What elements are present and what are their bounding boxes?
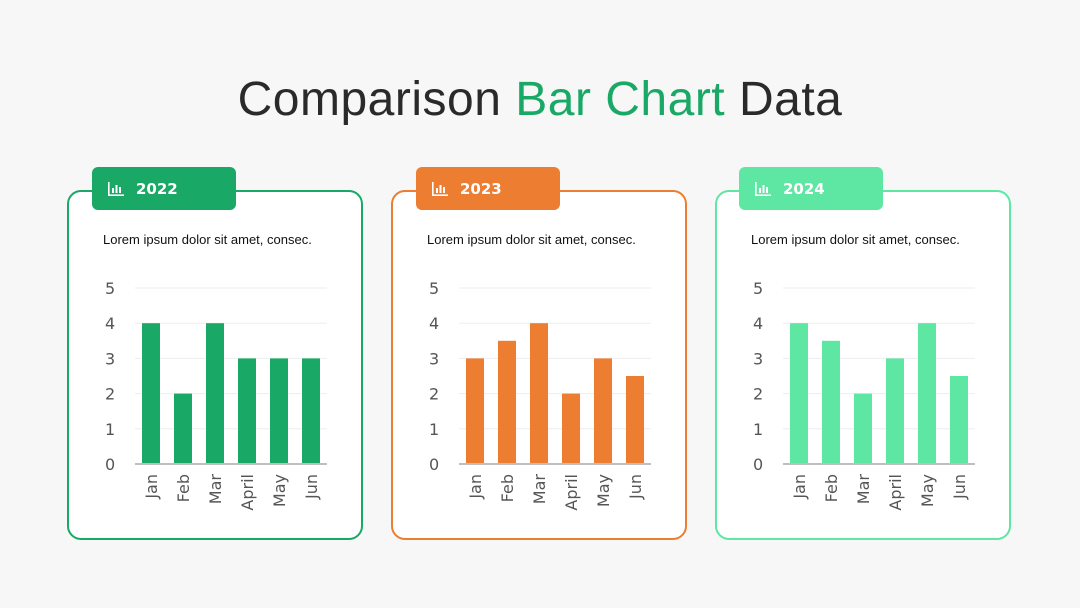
y-tick-label: 4 xyxy=(753,314,763,333)
bar-mar xyxy=(206,323,224,464)
panel-description: Lorem ipsum dolor sit amet, consec. xyxy=(751,232,960,247)
bar-jan xyxy=(790,323,808,464)
y-tick-label: 3 xyxy=(429,349,439,368)
bar-may xyxy=(594,358,612,464)
x-tick-label: Mar xyxy=(206,474,225,505)
y-tick-label: 0 xyxy=(429,455,439,474)
bar-chart-icon xyxy=(432,181,448,196)
bar-feb xyxy=(498,340,516,464)
bar-chart-2023: 0 1 2 3 4 5 Jan Feb Mar April May Jun xyxy=(429,279,651,511)
panel-description: Lorem ipsum dolor sit amet, consec. xyxy=(103,232,312,247)
bar-april xyxy=(562,393,580,464)
x-tick-label: Jun xyxy=(302,474,321,500)
bar-may xyxy=(270,358,288,464)
bar-feb xyxy=(174,393,192,464)
y-tick-label: 4 xyxy=(105,314,115,333)
y-tick-label: 5 xyxy=(105,279,115,298)
year-tab-2022[interactable]: 2022 xyxy=(92,167,236,210)
chart-panel-2024: Lorem ipsum dolor sit amet, consec. 0 1 2 3… xyxy=(715,190,1011,540)
y-tick-label: 0 xyxy=(105,455,115,474)
x-tick-label: May xyxy=(270,474,289,507)
bar-chart-2022: 0 1 2 3 4 5 Jan Feb Mar April May Jun xyxy=(105,279,327,511)
x-tick-label: Mar xyxy=(530,474,549,505)
bar-april xyxy=(238,358,256,464)
x-tick-label: Mar xyxy=(854,474,873,505)
x-tick-label: May xyxy=(594,474,613,507)
y-tick-label: 1 xyxy=(429,420,439,439)
x-tick-label: Feb xyxy=(174,474,193,502)
bar-jun xyxy=(302,358,320,464)
bar-chart-icon xyxy=(108,181,124,196)
y-tick-label: 2 xyxy=(753,385,763,404)
year-tab-2023[interactable]: 2023 xyxy=(416,167,560,210)
bar-chart-2024: 0 1 2 3 4 5 Jan Feb Mar April May Jun xyxy=(753,279,975,511)
y-tick-label: 3 xyxy=(753,349,763,368)
x-tick-label: Jun xyxy=(626,474,645,500)
y-tick-label: 2 xyxy=(105,385,115,404)
bar-may xyxy=(918,323,936,464)
bar-feb xyxy=(822,340,840,464)
x-tick-label: Jun xyxy=(950,474,969,500)
x-tick-label: Feb xyxy=(498,474,517,502)
x-tick-label: April xyxy=(238,474,257,511)
x-tick-label: Jan xyxy=(142,474,161,500)
page-title: Comparison Bar Chart Data xyxy=(0,72,1080,127)
y-tick-label: 5 xyxy=(429,279,439,298)
y-tick-label: 4 xyxy=(429,314,439,333)
year-label: 2024 xyxy=(783,179,825,198)
y-tick-label: 1 xyxy=(753,420,763,439)
x-tick-label: April xyxy=(562,474,581,511)
bar-jun xyxy=(950,376,968,464)
x-tick-label: Feb xyxy=(822,474,841,502)
bar-mar xyxy=(530,323,548,464)
year-tab-2024[interactable]: 2024 xyxy=(739,167,883,210)
y-tick-label: 1 xyxy=(105,420,115,439)
title-part-1: Comparison xyxy=(237,73,502,126)
year-label: 2022 xyxy=(136,179,178,198)
x-tick-label: May xyxy=(918,474,937,507)
y-tick-label: 3 xyxy=(105,349,115,368)
year-label: 2023 xyxy=(460,179,502,198)
x-tick-label: Jan xyxy=(466,474,485,500)
y-tick-label: 5 xyxy=(753,279,763,298)
bar-jun xyxy=(626,376,644,464)
bar-jan xyxy=(466,358,484,464)
chart-panel-2023: Lorem ipsum dolor sit amet, consec. 0 1 2 3… xyxy=(391,190,687,540)
title-part-2: Data xyxy=(738,73,843,126)
y-tick-label: 2 xyxy=(429,385,439,404)
bar-mar xyxy=(854,393,872,464)
chart-panel-2022: Lorem ipsum dolor sit amet, consec. 0 1 2 3… xyxy=(67,190,363,540)
bar-jan xyxy=(142,323,160,464)
x-tick-label: April xyxy=(886,474,905,511)
title-accent: Bar Chart xyxy=(515,73,726,126)
panel-description: Lorem ipsum dolor sit amet, consec. xyxy=(427,232,636,247)
y-tick-label: 0 xyxy=(753,455,763,474)
bar-chart-icon xyxy=(755,181,771,196)
x-tick-label: Jan xyxy=(790,474,809,500)
bar-april xyxy=(886,358,904,464)
